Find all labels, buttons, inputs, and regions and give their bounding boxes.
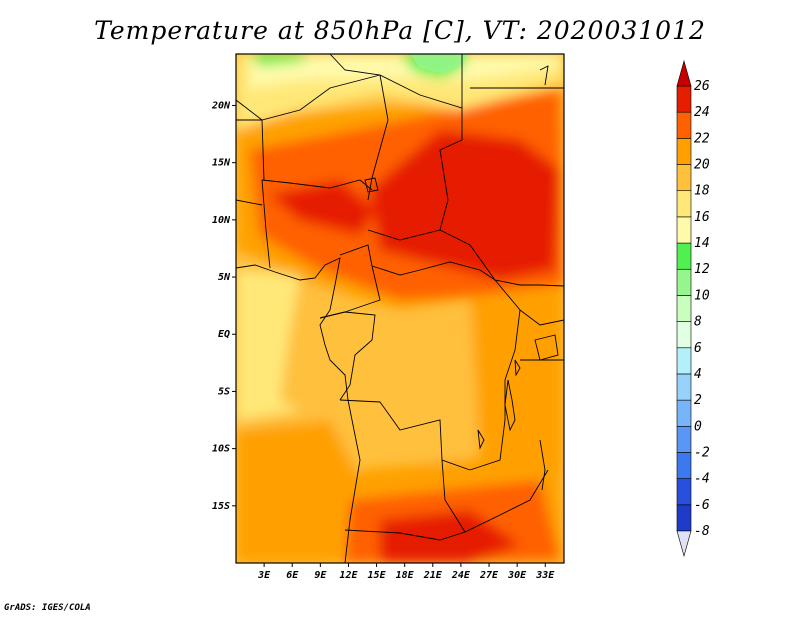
border-uganda-kenya	[519, 309, 564, 326]
colorbar-label: -8	[694, 524, 710, 539]
lon-tick-label: 6E	[286, 570, 299, 581]
lon-tick-label: 18E	[396, 570, 415, 581]
field-coast-18	[236, 270, 300, 420]
lake-chad	[364, 177, 379, 193]
lat-tick-label: 20N	[211, 100, 231, 111]
field-east-22	[470, 280, 564, 470]
lon-tick-label: 15E	[368, 570, 387, 581]
border-algeria-libya	[329, 54, 463, 109]
colorbar-segment	[676, 478, 692, 506]
colorbar-label: 16	[694, 210, 710, 225]
lon-tick-label: 12E	[339, 570, 358, 581]
colorbar-segment	[676, 190, 692, 218]
country-borders	[236, 54, 564, 563]
coastline-gulf-guinea	[236, 257, 361, 563]
lon-tick-label: 33E	[535, 570, 555, 581]
field-north-14	[250, 54, 310, 66]
colorbar-label: 18	[694, 184, 710, 199]
border-drc-angola	[339, 399, 471, 471]
lat-tick-label: 5N	[218, 272, 231, 283]
border-libya-sudan	[439, 108, 463, 231]
colorbar-label: 10	[694, 288, 710, 303]
field-core-26	[370, 130, 560, 280]
lon-tick-label: 3E	[257, 570, 271, 581]
colorbar-segment	[676, 164, 692, 192]
field-south-ocean-22	[236, 420, 360, 563]
border-west-1	[236, 119, 265, 181]
colorbar-label: -6	[694, 498, 710, 513]
colorbar-segment	[676, 373, 692, 401]
colorbar-segment	[676, 216, 692, 244]
colorbar-segment	[676, 347, 692, 375]
colorbar-label: 8	[694, 315, 702, 330]
border-angola-namibia	[344, 529, 466, 541]
colorbar-segment	[676, 504, 692, 532]
colorbar-segment	[676, 295, 692, 322]
lake-mweru	[477, 429, 485, 450]
lat-tick-label: 10S	[212, 444, 230, 455]
colorbar-label: 20	[694, 158, 710, 173]
colorbar-label: 0	[694, 419, 702, 434]
colorbar-segment	[676, 138, 692, 165]
lake-kivu	[514, 359, 521, 377]
colorbar-label: 26	[694, 79, 710, 94]
colorbar-label: 4	[694, 367, 702, 382]
temperature-field	[236, 54, 564, 563]
border-nigeria-north	[261, 179, 373, 191]
lat-tick-label: 15N	[212, 158, 231, 169]
colorbar-segment	[676, 452, 692, 479]
colorbar-segment	[676, 111, 692, 139]
colorbar-segment	[676, 268, 692, 296]
axis-ticks: 3E 6E 9E 12E 15E 18E 21E 24E 27E 30E 33E 20N 15N 10N 5…	[211, 100, 555, 581]
field-north-12	[410, 54, 468, 74]
colorbar-label: 24	[694, 105, 710, 120]
lon-tick-label: 21E	[423, 570, 443, 581]
lon-tick-label: 30E	[507, 570, 527, 581]
colorbar-label: 12	[694, 262, 710, 277]
colorbar-label: 6	[694, 341, 702, 356]
colorbar-label: 2	[694, 393, 702, 408]
colorbar-label: 14	[694, 236, 710, 251]
border-sudan-south	[439, 229, 564, 287]
colorbar-under-arrow	[676, 530, 692, 558]
lon-tick-label: 9E	[314, 570, 327, 581]
lake-malawi	[539, 439, 546, 491]
lon-tick-label: 27E	[479, 570, 499, 581]
lat-tick-label: EQ	[218, 329, 230, 340]
lake-victoria	[534, 334, 559, 361]
colorbar-segment	[676, 242, 692, 270]
border-ethiopia	[539, 65, 549, 86]
lat-tick-label: 5S	[218, 386, 230, 397]
lat-tick-label: 15S	[212, 501, 230, 512]
colorbar-over-arrow	[676, 59, 692, 87]
colorbar-segment	[676, 85, 692, 113]
field-north-16	[250, 54, 560, 88]
grads-credit: GrADS: IGES/COLA	[4, 603, 91, 613]
colorbar-segment	[676, 425, 692, 453]
colorbar-label: -4	[694, 472, 710, 487]
border-gabon-congo	[319, 311, 376, 401]
lat-tick-label: 10N	[212, 215, 231, 226]
lake-tanganyika	[504, 379, 516, 432]
colorbar-segment	[676, 321, 692, 349]
border-zambia	[441, 459, 549, 533]
colorbar-segment	[676, 399, 692, 427]
map-frame	[235, 53, 565, 564]
border-car-drc	[371, 261, 496, 281]
lon-tick-label: 24E	[451, 570, 471, 581]
border-nigeria-benin	[261, 179, 271, 269]
map-title: Temperature at 850hPa [C], VT: 202003101…	[94, 16, 706, 45]
border-niger-chad	[367, 74, 389, 201]
colorbar-label: -2	[694, 445, 710, 460]
border-chad-car	[367, 229, 441, 241]
border-mali-niger	[236, 74, 381, 121]
border-west-2	[236, 199, 263, 206]
field-west-26	[270, 180, 375, 235]
colorbar-label: 22	[694, 131, 710, 146]
